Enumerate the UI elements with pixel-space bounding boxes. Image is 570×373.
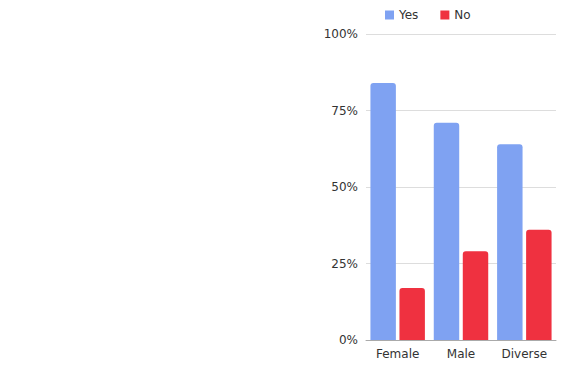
svg-text:Male: Male <box>447 347 475 361</box>
svg-text:25%: 25% <box>331 257 358 271</box>
svg-text:50%: 50% <box>331 180 358 194</box>
svg-text:100%: 100% <box>324 27 358 41</box>
svg-text:No: No <box>454 8 470 22</box>
svg-text:Female: Female <box>376 347 419 361</box>
svg-text:Yes: Yes <box>398 8 418 22</box>
svg-text:Diverse: Diverse <box>502 347 548 361</box>
svg-text:0%: 0% <box>339 333 358 347</box>
svg-text:75%: 75% <box>331 104 358 118</box>
